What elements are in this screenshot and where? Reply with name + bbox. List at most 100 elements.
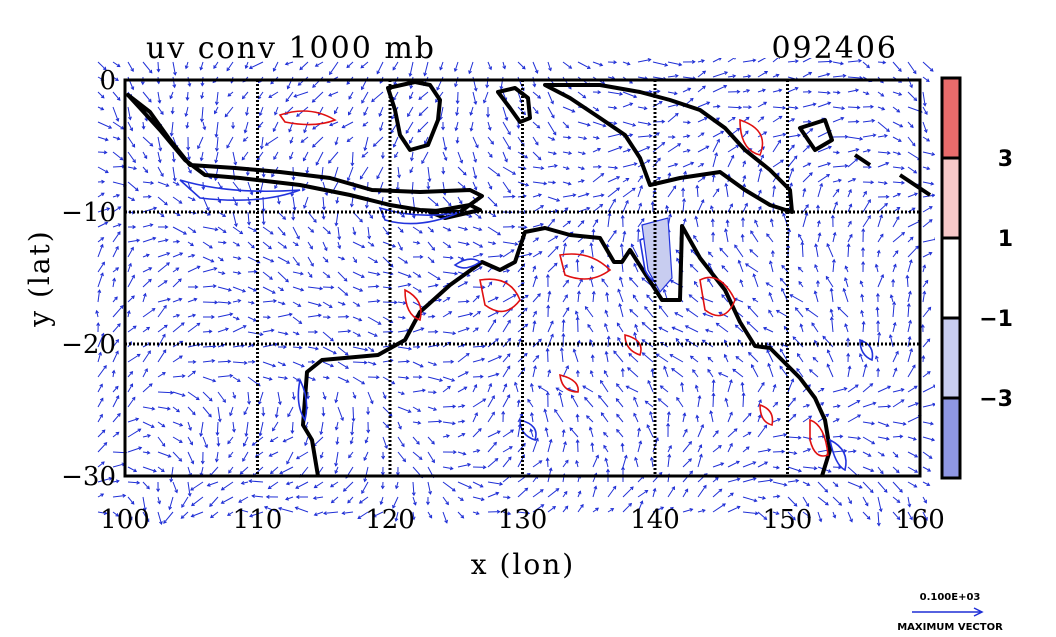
wind-vector-head xyxy=(248,65,253,70)
wind-vector xyxy=(409,166,414,173)
wind-vector-head xyxy=(185,97,190,101)
wind-vector xyxy=(352,331,361,337)
wind-vector xyxy=(427,271,441,280)
wind-vector xyxy=(427,241,435,251)
wind-vector xyxy=(269,451,279,457)
wind-vector-head xyxy=(438,419,443,424)
wind-vector-head xyxy=(625,385,630,390)
wind-vector xyxy=(213,61,219,69)
wind-vector-head xyxy=(615,398,620,402)
wind-vector xyxy=(246,106,249,116)
wind-vector-head xyxy=(892,301,897,305)
wind-vector xyxy=(712,430,719,438)
wind-vector-head xyxy=(550,333,554,338)
wind-vector-head xyxy=(399,246,403,251)
coastline-new-britain xyxy=(798,118,834,152)
wind-vector xyxy=(259,421,264,436)
wind-vector xyxy=(487,166,500,177)
wind-vector-head xyxy=(835,188,840,193)
wind-vector xyxy=(97,151,107,154)
wind-vector-head xyxy=(613,229,617,234)
wind-vector-head xyxy=(832,514,837,519)
wind-vector-head xyxy=(285,496,289,501)
wind-vector xyxy=(626,385,639,393)
wind-vector xyxy=(562,460,569,468)
wind-vector-head xyxy=(357,515,362,519)
wind-vector-head xyxy=(101,461,105,465)
wind-vector xyxy=(457,405,465,408)
wind-vector-head xyxy=(268,376,273,381)
wind-vector xyxy=(844,323,849,333)
wind-vector-head xyxy=(720,462,725,466)
wind-vector xyxy=(303,196,309,209)
wind-vector xyxy=(232,151,237,165)
wind-vector-head xyxy=(742,183,747,188)
wind-vector-head xyxy=(130,500,135,505)
wind-vector-head xyxy=(689,263,694,268)
wind-vector-head xyxy=(658,305,663,310)
wind-vector xyxy=(862,383,873,393)
wind-vector xyxy=(172,421,183,427)
wind-vector-head xyxy=(849,233,853,238)
wind-vector-head xyxy=(208,413,212,418)
wind-vector xyxy=(814,340,819,348)
wind-vector xyxy=(397,376,409,379)
wind-vector-head xyxy=(507,131,511,136)
wind-vector-head xyxy=(334,462,339,467)
wind-vector-head xyxy=(885,194,890,199)
wind-vector-head xyxy=(617,336,621,341)
wind-vector xyxy=(649,411,654,423)
wind-vector xyxy=(397,271,412,278)
wind-vector-head xyxy=(766,349,771,354)
wind-vector-head xyxy=(312,143,316,148)
wind-vector xyxy=(303,151,309,161)
wind-vector xyxy=(575,460,579,468)
wind-vector-head xyxy=(650,201,655,205)
wind-vector xyxy=(787,511,796,521)
wind-vector-head xyxy=(631,187,636,192)
wind-vector-head xyxy=(370,242,375,247)
wind-vector-head xyxy=(268,453,273,457)
wind-vector xyxy=(817,102,831,108)
wind-vector xyxy=(97,493,104,498)
wind-vector-head xyxy=(485,84,490,89)
wind-vector xyxy=(457,511,464,519)
wind-vector-head xyxy=(191,411,196,416)
wind-vector-head xyxy=(582,385,587,390)
wind-vector-head xyxy=(359,175,364,180)
wind-vector-head xyxy=(448,311,453,315)
wind-vector-head xyxy=(222,240,227,245)
wind-vector xyxy=(517,121,520,129)
wind-vector-head xyxy=(469,111,474,116)
wind-vector-head xyxy=(130,246,134,251)
wind-vector xyxy=(757,511,767,520)
wind-vector-head xyxy=(656,89,661,94)
wind-vector xyxy=(861,294,864,303)
wind-vector-head xyxy=(417,420,422,425)
wind-vector xyxy=(247,196,251,205)
wind-vector xyxy=(412,226,423,234)
wind-vector-head xyxy=(793,451,798,456)
wind-vector xyxy=(200,421,204,437)
wind-vector-head xyxy=(877,331,882,336)
wind-vector xyxy=(772,106,786,109)
wind-vector-head xyxy=(407,274,412,278)
wind-vector-head xyxy=(805,503,810,508)
wind-vector-head xyxy=(685,308,690,312)
wind-vector-head xyxy=(227,359,232,364)
wind-vector xyxy=(707,369,714,378)
wind-vector-head xyxy=(662,288,667,293)
wind-vector-head xyxy=(460,256,465,261)
wind-vector-head xyxy=(213,65,217,69)
wind-vector-head xyxy=(926,138,931,142)
wind-vector-head xyxy=(770,250,775,254)
wind-vector xyxy=(727,506,741,513)
wind-vector xyxy=(811,322,819,333)
wind-vector-head xyxy=(263,505,268,510)
wind-vector-head xyxy=(374,259,379,263)
wind-vector xyxy=(142,368,148,378)
wind-vector-head xyxy=(874,263,879,268)
wind-vector-head xyxy=(250,300,255,305)
wind-vector-head xyxy=(334,426,339,431)
wind-vector xyxy=(622,486,634,498)
